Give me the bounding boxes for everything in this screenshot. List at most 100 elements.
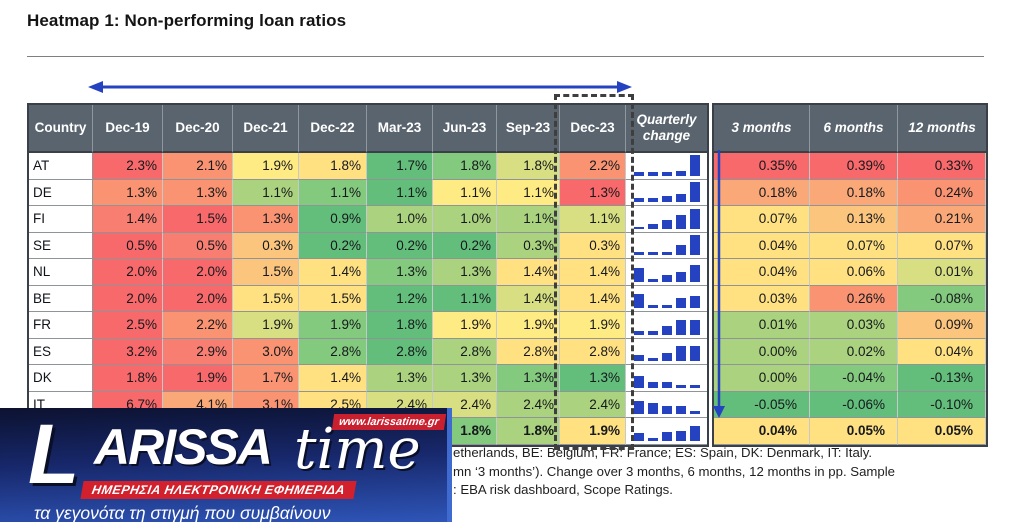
heatmap-cell: 1.1% xyxy=(367,179,433,206)
sparkline-bar xyxy=(633,294,644,308)
heatmap-cell: 1.9% xyxy=(299,312,367,339)
sparkline-bar xyxy=(661,171,672,176)
heatmap-cell: 2.8% xyxy=(433,338,497,365)
sparkline-bar xyxy=(633,375,644,388)
heatmap-cell: 1.3% xyxy=(560,179,626,206)
sparkline-bar xyxy=(689,208,700,229)
heatmap-cell: 1.4% xyxy=(93,206,163,233)
country-cell: SE xyxy=(29,232,93,259)
country-cell: DK xyxy=(29,365,93,392)
country-cell: BE xyxy=(29,285,93,312)
heatmap-cell: 1.1% xyxy=(433,285,497,312)
change-columns-table: 3 months 6 months 12 months 0.35% 0.39% 0.33%… xyxy=(712,103,988,447)
sparkline-bar xyxy=(675,271,686,282)
heatmap-cell: 1.8% xyxy=(299,153,367,180)
quarterly-change-sparkline xyxy=(626,259,707,286)
heatmap-cell: 1.5% xyxy=(299,285,367,312)
change-cell: 0.02% xyxy=(810,338,898,365)
heatmap-cell: 2.8% xyxy=(299,338,367,365)
sparkline-bar xyxy=(633,171,644,176)
heatmap-cell: 1.9% xyxy=(233,312,299,339)
sparkline-bar xyxy=(675,245,686,255)
change-cell: 0.05% xyxy=(810,418,898,445)
heatmap-cell: 1.1% xyxy=(299,179,367,206)
heatmap-cell: 2.8% xyxy=(560,338,626,365)
sparkline-bar xyxy=(675,384,686,388)
heatmap-cell: 2.2% xyxy=(163,312,233,339)
change-cell: 0.21% xyxy=(898,206,986,233)
footnote-line-1: etherlands, BE: Belgium, FR: France; ES:… xyxy=(453,445,872,460)
date-range-arrow-icon xyxy=(88,81,632,93)
heatmap-cell: 1.9% xyxy=(163,365,233,392)
heatmap-cell: 1.3% xyxy=(497,365,560,392)
heatmap-cell: 1.1% xyxy=(560,206,626,233)
sparkline-bar xyxy=(647,381,658,388)
column-header-date: Jun-23 xyxy=(433,105,497,153)
change-cell: 0.39% xyxy=(810,153,898,180)
country-cell: FI xyxy=(29,206,93,233)
heatmap-cell: 1.3% xyxy=(433,365,497,392)
sparkline-bar xyxy=(689,346,700,361)
quarterly-change-sparkline xyxy=(626,206,707,233)
heatmap-cell: 1.1% xyxy=(433,179,497,206)
heatmap-cell: 2.0% xyxy=(93,259,163,286)
heatmap-cell: 0.3% xyxy=(497,232,560,259)
down-arrow-icon xyxy=(713,150,725,418)
sparkline-bar xyxy=(689,154,700,176)
heatmap-cell: 0.9% xyxy=(299,206,367,233)
heatmap-cell: 3.0% xyxy=(233,338,299,365)
heatmap-cell: 1.8% xyxy=(367,312,433,339)
sparkline-bar xyxy=(647,358,658,361)
country-cell: NL xyxy=(29,259,93,286)
sparkline-bar xyxy=(661,219,672,229)
quarterly-change-sparkline xyxy=(626,391,707,418)
column-header-change-period: 3 months xyxy=(714,105,810,153)
change-cell: 0.07% xyxy=(714,206,810,233)
quarterly-change-sparkline xyxy=(626,365,707,392)
sparkline-bar xyxy=(661,325,672,335)
sparkline-bar xyxy=(633,355,644,361)
heatmap-cell: 0.3% xyxy=(560,232,626,259)
heatmap-cell: 2.4% xyxy=(497,391,560,418)
column-header-date: Dec-22 xyxy=(299,105,367,153)
sparkline-bar xyxy=(661,353,672,361)
sparkline-bar xyxy=(647,403,658,414)
change-cell: 0.01% xyxy=(714,312,810,339)
heatmap-cell: 1.3% xyxy=(560,365,626,392)
column-header-date: Mar-23 xyxy=(367,105,433,153)
country-cell: AT xyxy=(29,153,93,180)
logo-banner-text: ΗΜΕΡΗΣΙΑ ΗΛΕΚΤΡΟΝΙΚΗ ΕΦΗΜΕΡΙΔΑ xyxy=(80,481,357,499)
change-cell: 0.13% xyxy=(810,206,898,233)
change-cell: 0.06% xyxy=(810,259,898,286)
heatmap-cell: 1.4% xyxy=(560,259,626,286)
title-divider xyxy=(27,56,984,57)
heatmap-cell: 0.2% xyxy=(433,232,497,259)
sparkline-bar xyxy=(661,305,672,308)
column-header-date: Dec-19 xyxy=(93,105,163,153)
heatmap-cell: 1.4% xyxy=(560,285,626,312)
change-cell: 0.33% xyxy=(898,153,986,180)
heatmap-cell: 0.2% xyxy=(367,232,433,259)
heatmap-cell: 1.9% xyxy=(233,153,299,180)
country-cell: DE xyxy=(29,179,93,206)
heatmap-cell: 2.1% xyxy=(163,153,233,180)
change-cell: -0.08% xyxy=(898,285,986,312)
heatmap-cell: 2.4% xyxy=(560,391,626,418)
sparkline-bar xyxy=(633,252,644,255)
change-cell: 0.26% xyxy=(810,285,898,312)
sparkline-bar xyxy=(647,305,658,308)
change-cell: 0.07% xyxy=(898,232,986,259)
heatmap-cell: 1.3% xyxy=(367,259,433,286)
sparkline-bar xyxy=(633,226,644,229)
change-cell: 0.24% xyxy=(898,179,986,206)
heatmap-cell: 1.0% xyxy=(433,206,497,233)
heatmap-cell: 2.3% xyxy=(93,153,163,180)
quarterly-change-sparkline xyxy=(626,232,707,259)
heatmap-cell: 1.5% xyxy=(233,285,299,312)
sparkline-bar xyxy=(633,330,644,335)
change-cell: 0.03% xyxy=(810,312,898,339)
heatmap-cell: 1.1% xyxy=(497,206,560,233)
sparkline-bar xyxy=(661,274,672,282)
change-cell: 0.35% xyxy=(714,153,810,180)
